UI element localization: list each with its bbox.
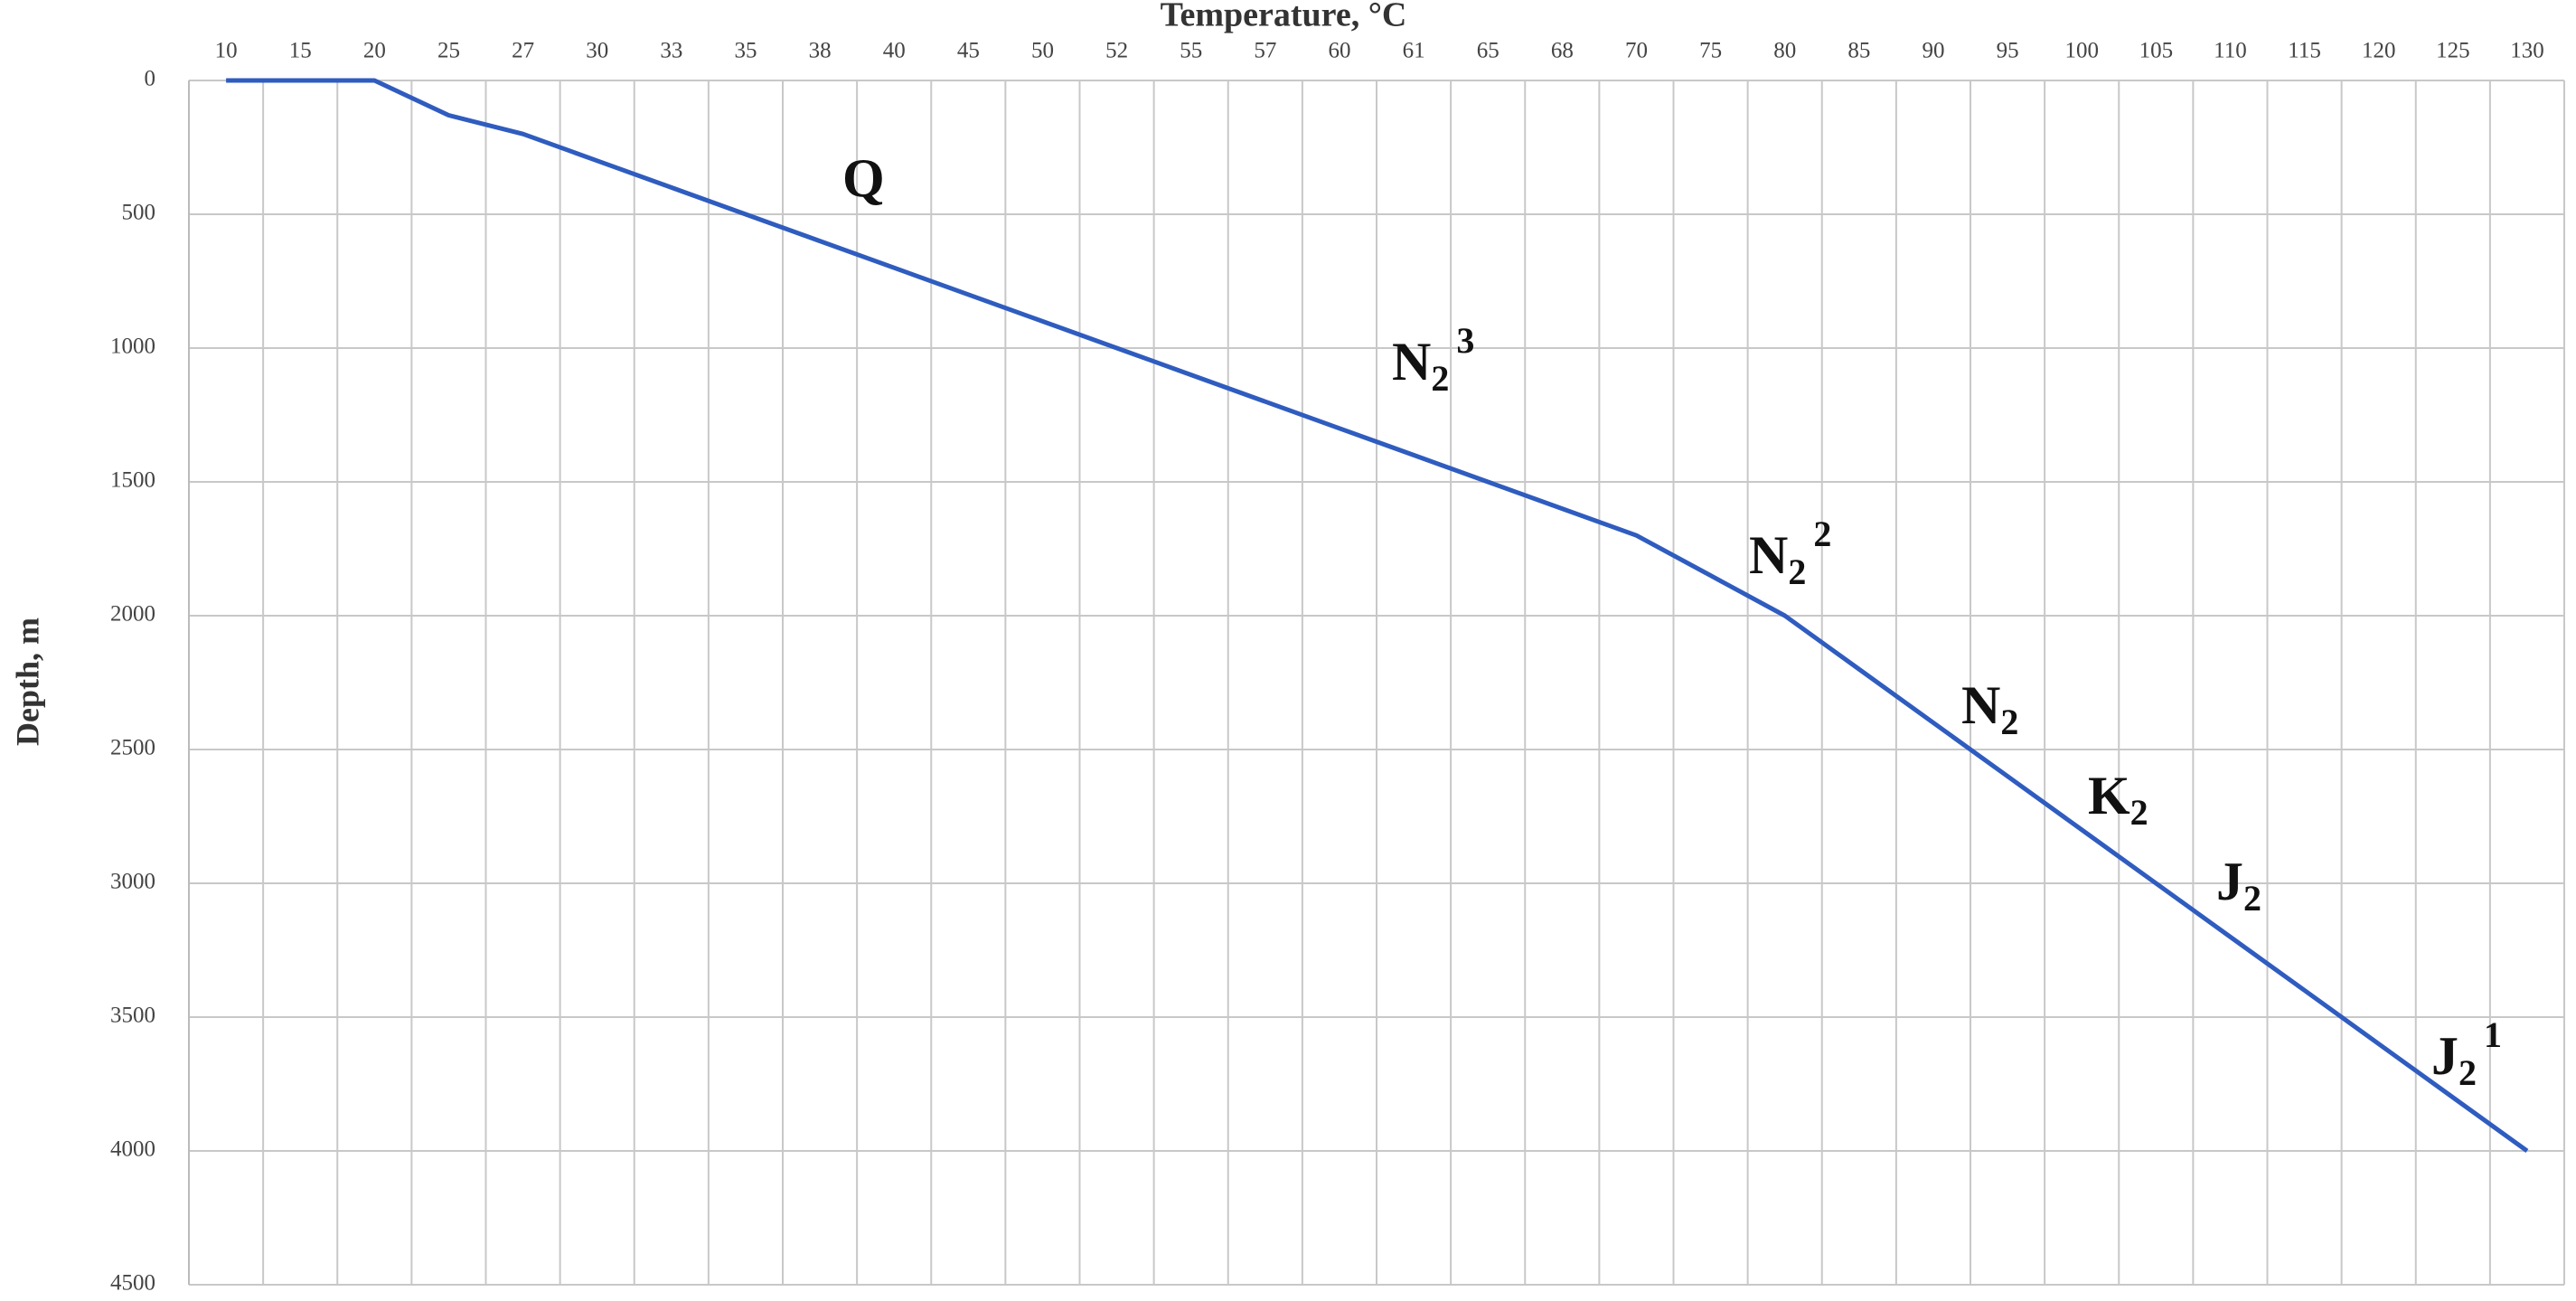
annotation-text: J <box>2431 1026 2458 1086</box>
annotation-text: N <box>1749 525 1788 585</box>
y-tick-label: 3000 <box>110 870 155 894</box>
x-tick-label: 57 <box>1254 39 1276 63</box>
x-tick-label: 25 <box>437 39 460 63</box>
annotation-subscript: 2 <box>2243 878 2261 919</box>
annotation-text: K <box>2088 766 2130 825</box>
x-tick-label: 35 <box>734 39 757 63</box>
annotation-superscript: 1 <box>2484 1014 2502 1055</box>
x-tick-label: 120 <box>2362 39 2396 63</box>
annotation-superscript: 2 <box>1813 514 1831 554</box>
x-tick-label: 45 <box>957 39 980 63</box>
x-tick-label: 80 <box>1773 39 1796 63</box>
annotation-subscript: 2 <box>1788 552 1806 592</box>
y-tick-label: 2500 <box>110 736 155 760</box>
y-tick-label: 3500 <box>110 1004 155 1028</box>
x-tick-label: 105 <box>2139 39 2174 63</box>
annotation-subscript: 2 <box>2130 792 2148 833</box>
y-tick-label: 2000 <box>110 602 155 627</box>
x-tick-label: 30 <box>586 39 608 63</box>
annotation-text: Q <box>842 148 885 208</box>
y-tick-label: 4000 <box>110 1137 155 1162</box>
x-tick-label: 125 <box>2436 39 2470 63</box>
annotation: N22 <box>1749 514 1831 592</box>
y-tick-label: 0 <box>145 67 156 91</box>
x-tick-label: 115 <box>2288 39 2321 63</box>
x-tick-label: 130 <box>2510 39 2544 63</box>
y-tick-label: 500 <box>122 201 156 225</box>
annotation-subscript: 2 <box>1431 358 1449 399</box>
x-tick-label: 95 <box>1997 39 2019 63</box>
y-tick-label: 4500 <box>110 1271 155 1296</box>
x-tick-label: 61 <box>1403 39 1425 63</box>
x-tick-label: 68 <box>1551 39 1574 63</box>
x-tick-label: 110 <box>2214 39 2247 63</box>
annotation-subscript: 2 <box>2000 702 2018 742</box>
x-tick-label: 52 <box>1105 39 1128 63</box>
x-tick-label: 38 <box>809 39 832 63</box>
annotation: J2 <box>2216 852 2261 919</box>
x-tick-label: 100 <box>2064 39 2099 63</box>
x-tick-label: 90 <box>1922 39 1944 63</box>
annotation-subscript: 2 <box>2458 1052 2477 1093</box>
annotation: J21 <box>2431 1014 2502 1093</box>
annotation: Q <box>842 148 885 208</box>
x-tick-label: 85 <box>1847 39 1870 63</box>
x-tick-label: 33 <box>660 39 682 63</box>
y-tick-label: 1500 <box>110 468 155 493</box>
data-line <box>226 78 2529 1154</box>
annotation-text: J <box>2216 852 2243 911</box>
annotation-text: N <box>1392 332 1431 391</box>
x-tick-label: 20 <box>363 39 386 63</box>
annotation: N2 <box>1961 675 2018 742</box>
x-tick-label: 27 <box>512 39 534 63</box>
x-tick-label: 40 <box>883 39 906 63</box>
x-tick-label: 70 <box>1625 39 1648 63</box>
x-tick-label: 15 <box>289 39 312 63</box>
annotation-text: N <box>1961 675 2000 735</box>
x-tick-label: 60 <box>1328 39 1350 63</box>
x-tick-label: 10 <box>215 39 238 63</box>
annotation-superscript: 3 <box>1456 320 1474 361</box>
y-axis-title: Depth, m <box>9 618 45 746</box>
x-tick-label: 75 <box>1699 39 1722 63</box>
annotation: N23 <box>1392 320 1474 399</box>
annotation: K2 <box>2088 766 2148 833</box>
x-tick-label: 65 <box>1477 39 1500 63</box>
x-tick-label: 50 <box>1031 39 1054 63</box>
y-tick-label: 1000 <box>110 335 155 359</box>
x-tick-label: 55 <box>1180 39 1202 63</box>
x-axis-title: Temperature, °C <box>1161 0 1407 34</box>
